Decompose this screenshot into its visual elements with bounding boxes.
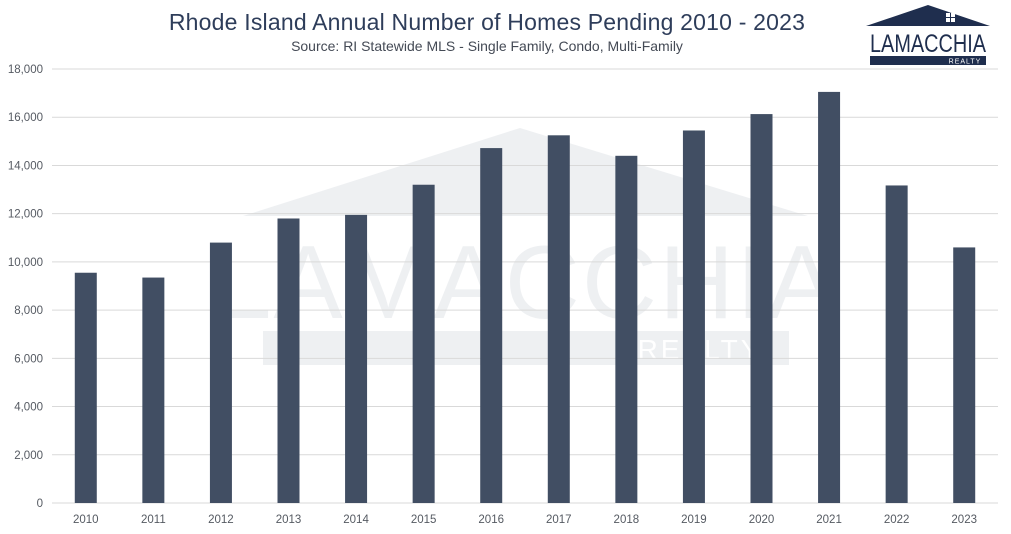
x-tick-label: 2019 xyxy=(681,514,707,526)
x-tick-label: 2018 xyxy=(614,514,640,526)
watermark-roof-shape xyxy=(243,128,808,216)
x-tick-label: 2014 xyxy=(343,514,369,526)
logo-window-icon xyxy=(946,17,955,18)
y-tick-label: 6,000 xyxy=(14,353,43,365)
watermark-brand: LAMACCHIA xyxy=(214,225,839,341)
lamacchia-logo: LAMACCHIA REALTY xyxy=(866,5,990,66)
x-tick-label: 2012 xyxy=(208,514,234,526)
y-tick-label: 2,000 xyxy=(14,450,43,462)
bar-2021 xyxy=(818,91,841,504)
bar-2020 xyxy=(750,114,773,504)
x-tick-label: 2013 xyxy=(276,514,302,526)
bar-2019 xyxy=(682,130,705,503)
bar-2010 xyxy=(74,272,97,503)
bar-2016 xyxy=(480,148,503,503)
bar-2015 xyxy=(412,184,435,503)
y-axis-ticks: 0 2,000 4,000 6,000 8,000 10,000 12,000 14,000 1… xyxy=(8,64,43,510)
x-tick-label: 2017 xyxy=(546,514,572,526)
x-tick-label: 2015 xyxy=(411,514,437,526)
chart-subtitle: Source: RI Statewide MLS - Single Family… xyxy=(291,38,683,54)
bar-2023 xyxy=(953,247,976,503)
x-tick-label: 2021 xyxy=(816,514,842,526)
bar-2017 xyxy=(547,135,570,504)
bar-2014 xyxy=(345,214,368,503)
bar-2012 xyxy=(209,242,232,503)
y-tick-label: 14,000 xyxy=(8,160,43,172)
y-tick-label: 12,000 xyxy=(8,209,43,221)
gridlines xyxy=(52,68,998,504)
y-tick-label: 18,000 xyxy=(8,64,43,76)
y-tick-label: 16,000 xyxy=(8,112,43,124)
y-tick-label: 10,000 xyxy=(8,257,43,269)
x-tick-label: 2010 xyxy=(73,514,99,526)
logo-band xyxy=(870,56,986,65)
bar-2022 xyxy=(885,185,908,503)
y-tick-label: 8,000 xyxy=(14,305,43,317)
y-tick-label: 4,000 xyxy=(14,402,43,414)
logo-roof-icon xyxy=(866,5,990,26)
x-tick-label: 2022 xyxy=(884,514,910,526)
watermark-logo: LAMACCHIA REALTY xyxy=(214,128,839,365)
y-tick-label: 0 xyxy=(37,498,43,510)
bar-2013 xyxy=(277,218,300,503)
logo-tagline: REALTY xyxy=(949,59,982,66)
bar-2011 xyxy=(142,277,165,503)
bars xyxy=(74,91,976,504)
x-tick-label: 2023 xyxy=(951,514,977,526)
chart-title: Rhode Island Annual Number of Homes Pend… xyxy=(168,9,806,35)
x-axis-ticks: 2010 2011 2012 2013 2014 2015 2016 2017 2018 2019… xyxy=(73,514,977,526)
x-tick-label: 2011 xyxy=(141,514,166,526)
x-tick-label: 2016 xyxy=(478,514,504,526)
x-tick-label: 2020 xyxy=(749,514,775,526)
logo-brand: LAMACCHIA xyxy=(870,30,986,58)
bar-2018 xyxy=(615,155,638,504)
